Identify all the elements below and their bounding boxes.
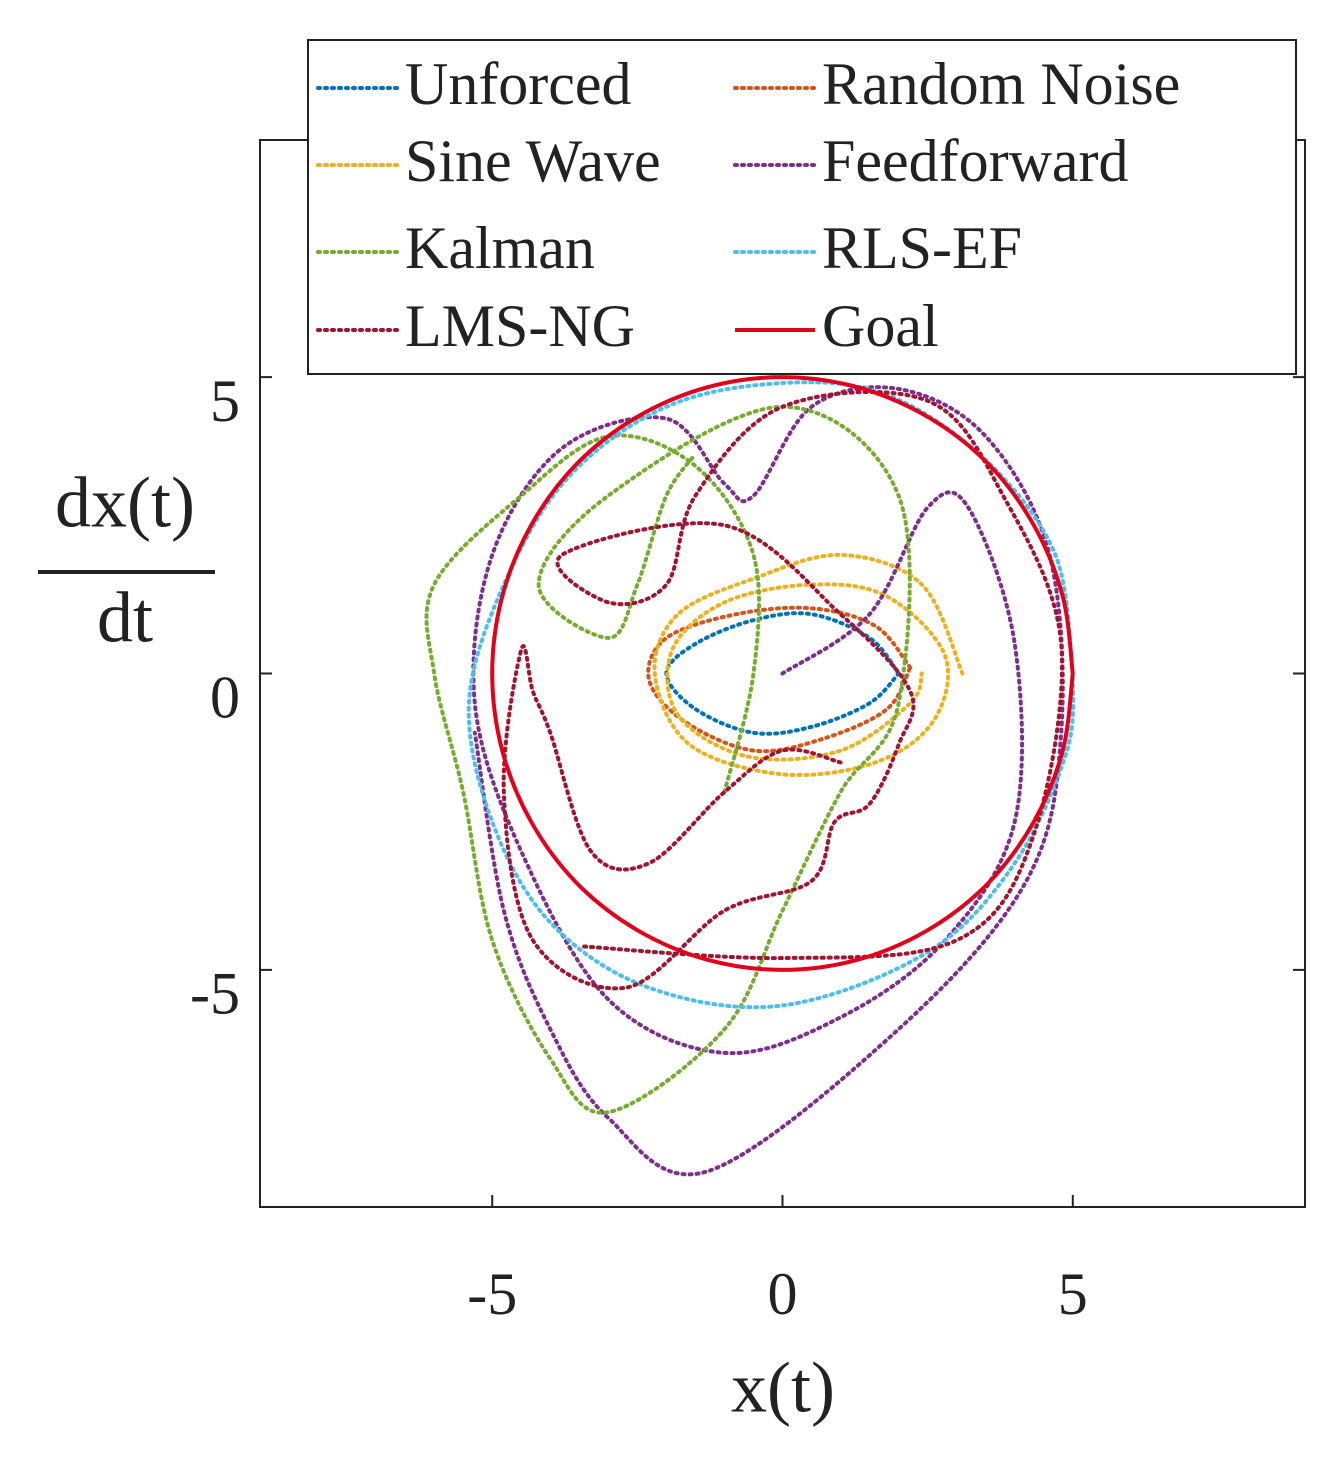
plot-area: [424, 375, 1076, 1177]
legend-label: Sine Wave: [405, 128, 661, 194]
y-tick-label: 0: [210, 664, 240, 730]
series-line: [501, 389, 1065, 991]
x-tick-label: 0: [768, 1261, 798, 1327]
y-axis-label-denominator: dt: [97, 578, 153, 658]
y-tick-label: -5: [190, 961, 240, 1027]
legend: Unforced Random Noise Sine Wave Feedforward…: [316, 51, 1180, 359]
legend-label: LMS-NG: [405, 293, 635, 359]
legend-label: Random Noise: [822, 51, 1180, 117]
legend-label: Unforced: [405, 51, 632, 117]
x-axis-label: x(t): [731, 1348, 835, 1428]
series-line: [652, 552, 965, 778]
series-line: [646, 605, 913, 754]
series-line: [466, 380, 1076, 1010]
legend-box: [307, 39, 1297, 375]
ticks: -5 0 5 -5 0 5: [190, 140, 1305, 1327]
series-line: [471, 385, 1065, 1177]
x-tick-label: -5: [467, 1261, 517, 1327]
legend-label: RLS-EF: [822, 215, 1022, 281]
legend-label: Kalman: [405, 215, 595, 281]
y-tick-label: 5: [210, 368, 240, 434]
y-axis-label-numerator: dx(t): [55, 463, 195, 543]
legend-label: Feedforward: [822, 128, 1129, 194]
series-line: [424, 404, 912, 1115]
x-tick-label: 5: [1058, 1261, 1088, 1327]
series-line: [490, 375, 1075, 972]
legend-label: Goal: [822, 293, 939, 359]
